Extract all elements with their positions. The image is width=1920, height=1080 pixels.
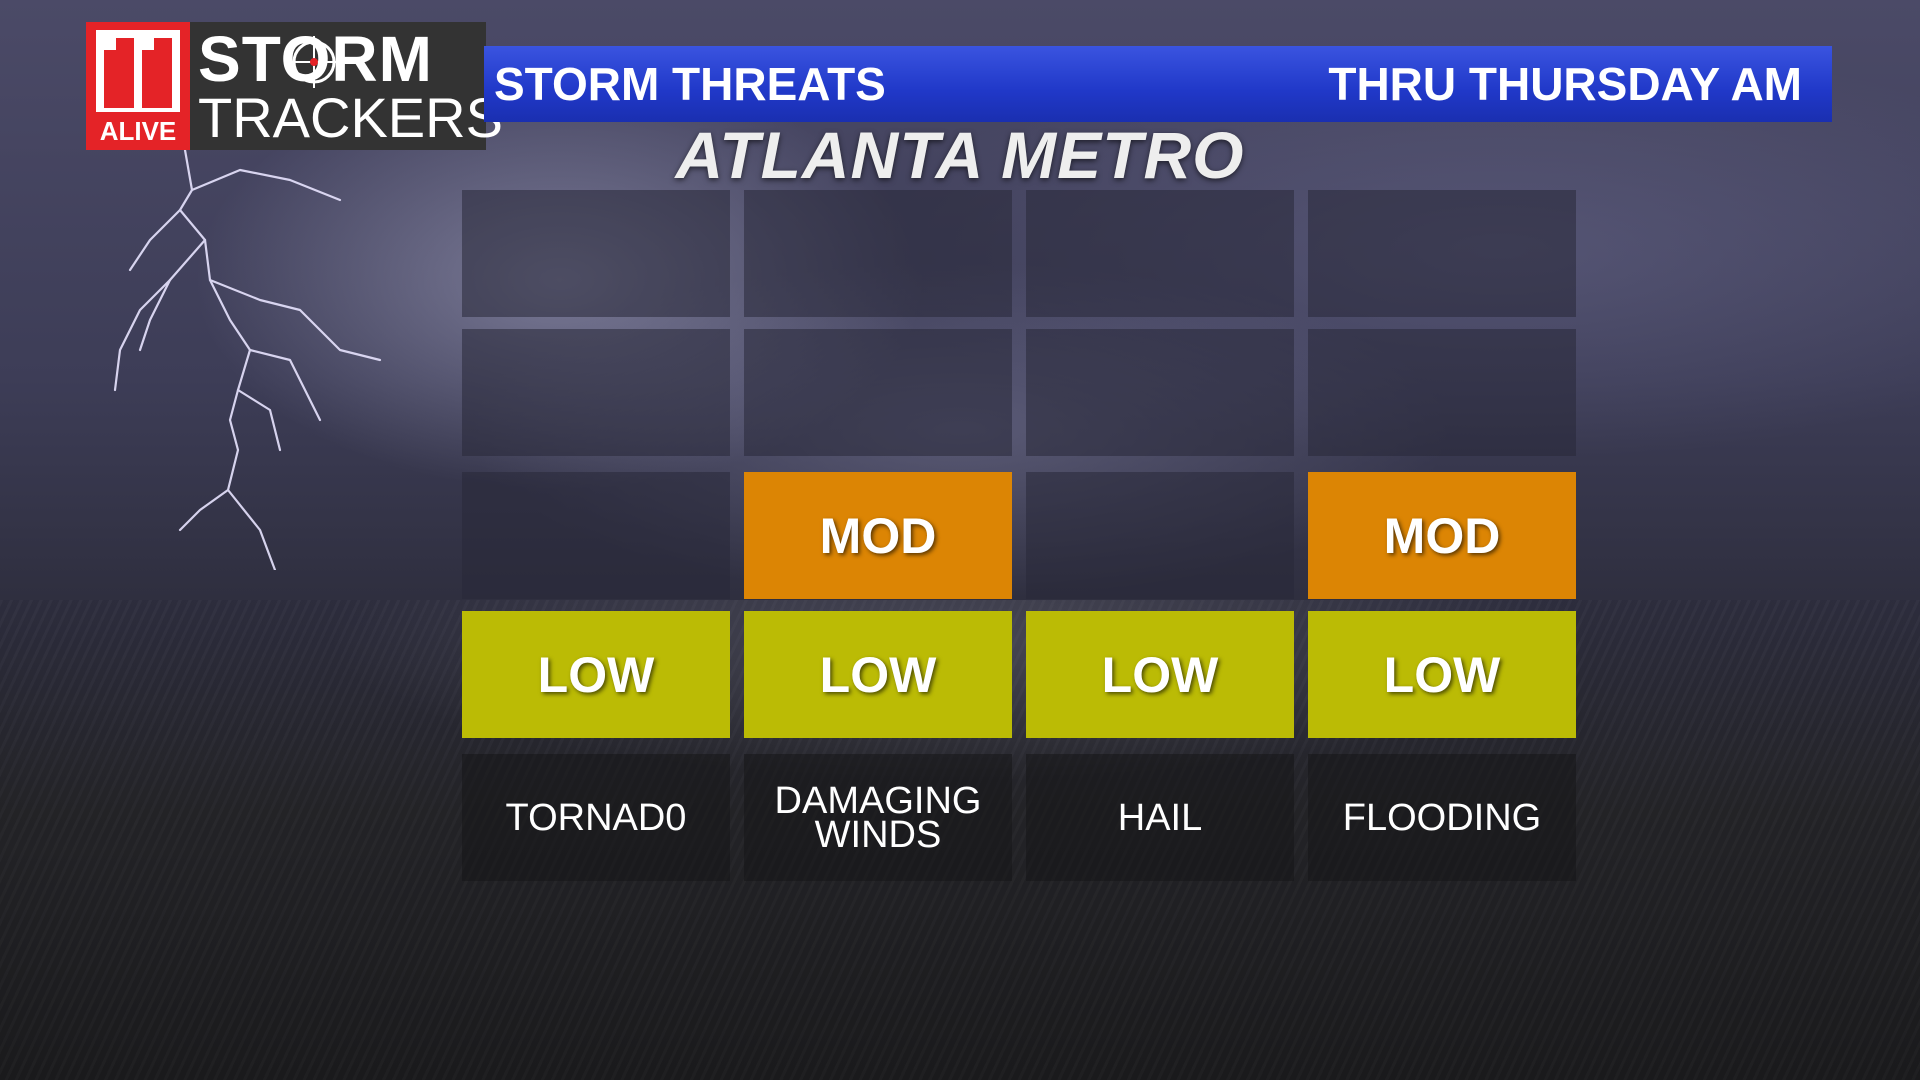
threat-name: FLOODING <box>1308 754 1576 881</box>
threat-level-label: LOW <box>819 646 937 703</box>
threat-cell-empty <box>462 329 730 456</box>
threat-level-label: MOD <box>819 507 937 564</box>
threat-level-low: LOW <box>462 611 730 738</box>
threat-cell-empty <box>1026 329 1294 456</box>
station-logo: ALIVE STORM TRACKERS <box>86 22 503 150</box>
threat-name: HAIL <box>1026 754 1294 881</box>
logo-trackers-text: TRACKERS <box>198 86 503 149</box>
threat-column-tornado: LOW TORNAD0 <box>462 190 730 890</box>
threat-cell-empty <box>1026 190 1294 317</box>
crosshair-icon <box>288 36 340 88</box>
region-title: ATLANTA METRO <box>675 118 1245 192</box>
banner-period: THRU THURSDAY AM <box>1328 58 1802 110</box>
threat-cell-empty <box>1308 329 1576 456</box>
channel-11-icon <box>96 30 180 112</box>
threat-level-low: LOW <box>744 611 1012 738</box>
threat-grid: LOW TORNAD0 MOD LOW DAMAGING WINDS LOW H… <box>462 190 1576 890</box>
threat-cell-empty <box>1026 472 1294 599</box>
threat-column-hail: LOW HAIL <box>1026 190 1294 890</box>
threat-cell-empty <box>1308 190 1576 317</box>
threat-level-label: LOW <box>1101 646 1219 703</box>
lightning-bolt-graphic <box>113 150 382 570</box>
threat-level-low: LOW <box>1308 611 1576 738</box>
threat-cell-empty <box>462 190 730 317</box>
threat-level-label: LOW <box>1383 646 1501 703</box>
logo-alive-text: ALIVE <box>99 116 177 146</box>
threat-level-label: MOD <box>1383 507 1501 564</box>
header-banner: STORM THREATS THRU THURSDAY AM <box>484 46 1832 122</box>
banner-title: STORM THREATS <box>494 58 886 110</box>
threat-cell-empty <box>744 329 1012 456</box>
threat-column-flooding: MOD LOW FLOODING <box>1308 190 1576 890</box>
threat-cell-empty <box>744 190 1012 317</box>
threat-level-low: LOW <box>1026 611 1294 738</box>
threat-level-label: LOW <box>537 646 655 703</box>
threat-level-mod: MOD <box>744 472 1012 599</box>
threat-level-mod: MOD <box>1308 472 1576 599</box>
threat-name: DAMAGING WINDS <box>744 754 1012 881</box>
threat-cell-empty <box>462 472 730 599</box>
threat-column-damaging-winds: MOD LOW DAMAGING WINDS <box>744 190 1012 890</box>
logo-red-block: ALIVE <box>86 22 190 150</box>
threat-name: TORNAD0 <box>462 754 730 881</box>
